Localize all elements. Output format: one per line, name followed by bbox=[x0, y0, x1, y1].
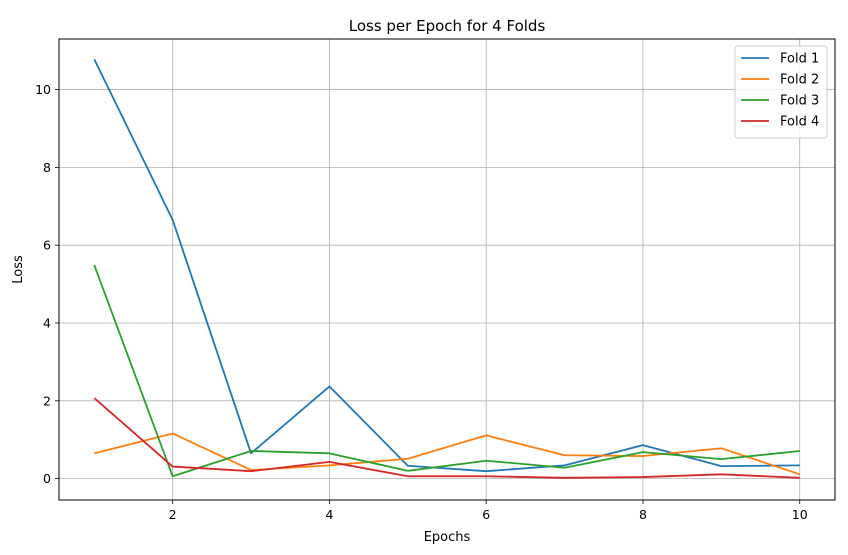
y-tick-label: 10 bbox=[35, 82, 51, 97]
series-line-fold-3 bbox=[93, 264, 800, 478]
chart-title: Loss per Epoch for 4 Folds bbox=[349, 17, 546, 35]
y-tick-label: 2 bbox=[43, 393, 51, 408]
x-tick-label: 8 bbox=[639, 507, 647, 522]
series-line-fold-4 bbox=[93, 397, 800, 479]
legend-label: Fold 1 bbox=[780, 52, 819, 67]
y-tick-label: 0 bbox=[43, 471, 51, 486]
x-tick-label: 10 bbox=[792, 507, 808, 522]
x-tick-label: 4 bbox=[325, 507, 333, 522]
legend-label: Fold 2 bbox=[780, 73, 819, 88]
legend-box bbox=[734, 45, 828, 139]
series-line-fold-1 bbox=[93, 58, 800, 473]
legend-label: Fold 4 bbox=[780, 115, 819, 130]
axis-ticks: 2 4 6 8 10 0 2 4 6 8 10 bbox=[35, 82, 808, 522]
y-tick-label: 4 bbox=[43, 315, 51, 330]
grid-lines bbox=[59, 39, 835, 500]
x-tick-label: 2 bbox=[169, 507, 177, 522]
y-axis-label: Loss bbox=[11, 255, 26, 284]
x-tick-label: 6 bbox=[482, 507, 490, 522]
legend-label: Fold 3 bbox=[780, 94, 819, 109]
series-line-fold-2 bbox=[94, 432, 801, 476]
x-axis-label: Epochs bbox=[424, 530, 471, 545]
series-lines bbox=[93, 58, 801, 479]
y-tick-label: 6 bbox=[43, 238, 51, 253]
legend: Fold 1 Fold 2 Fold 3 Fold 4 bbox=[734, 45, 828, 139]
y-tick-label: 8 bbox=[43, 160, 51, 175]
plot-frame bbox=[58, 38, 836, 501]
